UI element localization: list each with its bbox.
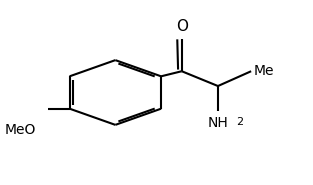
Text: MeO: MeO (5, 123, 36, 137)
Text: O: O (176, 19, 188, 34)
Text: NH: NH (208, 116, 228, 130)
Text: 2: 2 (236, 117, 243, 127)
Text: Me: Me (254, 64, 274, 78)
